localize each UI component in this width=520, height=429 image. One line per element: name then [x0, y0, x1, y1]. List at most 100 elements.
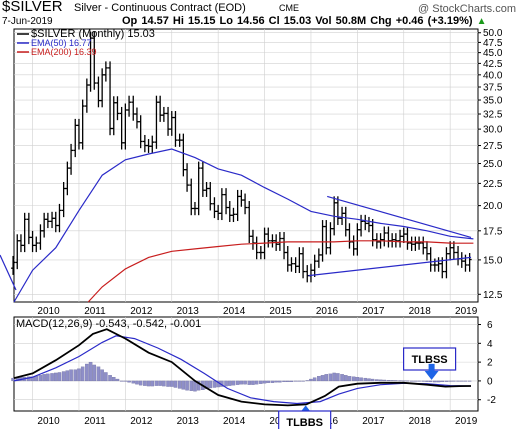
quote-values: Op 14.57 Hi 15.15 Lo 14.56 Cl 15.03 Vol …: [122, 15, 473, 27]
price-bar: [282, 232, 287, 260]
macd-histogram-bar: [266, 380, 271, 383]
price-bar: [96, 76, 101, 108]
macd-histogram-bar: [282, 380, 286, 383]
macd-histogram-bar: [112, 377, 116, 382]
macd-xtick-label: 2019: [455, 416, 478, 427]
price-bar: [366, 216, 371, 233]
macd-histogram-bar: [146, 380, 151, 387]
trendline-left: [0, 254, 17, 291]
price-ytick-label: 47.5: [483, 38, 503, 49]
price-bar: [61, 182, 66, 218]
macd-histogram-bar: [390, 380, 394, 382]
quote-date: 7-Jun-2019: [2, 16, 53, 27]
contract-description: Silver - Continuous Contract (EOD): [74, 2, 246, 14]
macd-panel: -202462010201120122013201420152016201720…: [11, 316, 496, 429]
macd-histogram-bar: [224, 380, 228, 387]
price-bar: [65, 161, 70, 196]
macd-histogram-bar: [170, 380, 174, 387]
macd-histogram-bar: [278, 380, 282, 383]
macd-ytick-label: 0: [487, 376, 493, 387]
price-bar: [355, 223, 360, 256]
price-ytick-label: 25.0: [483, 159, 503, 170]
macd-histogram-bar: [115, 378, 120, 382]
macd-histogram-bar: [301, 380, 305, 382]
legend-entry: EMA(200) 16.39: [31, 47, 97, 57]
macd-ytick-label: 4: [487, 339, 493, 350]
price-plot-frame: [13, 28, 479, 303]
macd-histogram-bar: [96, 366, 101, 382]
macd-histogram-bar: [421, 380, 425, 382]
annotation-tlbss: TLBSS: [403, 347, 457, 380]
price-bar: [359, 214, 364, 237]
macd-histogram-bar: [328, 373, 333, 382]
price-bar: [200, 161, 205, 197]
macd-histogram-bar: [166, 380, 170, 387]
price-bar: [161, 106, 166, 122]
price-ytick-label: 42.5: [483, 59, 503, 70]
macd-histogram-bar: [185, 380, 189, 391]
price-bar: [448, 241, 453, 261]
price-bar: [320, 220, 325, 262]
macd-histogram-bar: [46, 373, 50, 382]
price-bar: [444, 247, 449, 279]
price-bar: [363, 214, 368, 231]
ema50-line: [13, 148, 474, 303]
symbol-title: $SILVER: [2, 0, 63, 15]
price-ytick-label: 20.0: [483, 201, 503, 212]
price-panel: 12.5 15.0 17.5 20.0 22.5 25.0 27.5 30.0 32.5 35.0…: [0, 28, 503, 317]
price-bar: [239, 189, 244, 207]
macd-xtick-label: 2011: [84, 416, 106, 427]
macd-title: MACD(12,26,9) -0.543, -0.542, -0.001: [16, 318, 201, 330]
price-bar: [208, 182, 213, 211]
price-bar: [227, 201, 232, 223]
macd-histogram-bar: [347, 376, 352, 382]
macd-ytick-label: 2: [487, 358, 493, 369]
price-bar: [424, 241, 429, 261]
macd-histogram-bar: [433, 380, 437, 383]
macd-histogram-bar: [104, 372, 108, 382]
macd-histogram-bar: [344, 375, 348, 382]
price-bar: [15, 234, 20, 270]
price-bar: [235, 189, 240, 222]
macd-histogram-bar: [108, 375, 112, 382]
macd-histogram-bar: [332, 372, 336, 382]
price-bar: [192, 201, 197, 216]
price-bar: [335, 196, 340, 226]
macd-histogram-bar: [150, 380, 155, 387]
price-xtick-label: 2018: [409, 306, 432, 317]
macd-histogram-bar: [428, 380, 433, 383]
macd-histogram-bar: [402, 380, 406, 382]
price-bar: [30, 230, 35, 253]
price-bar: [134, 107, 139, 129]
price-bar: [247, 201, 252, 244]
price-bar: [76, 118, 81, 150]
macd-histogram-bar: [61, 371, 66, 382]
trendline: [327, 195, 472, 238]
price-bar: [277, 232, 282, 251]
price-bar: [382, 226, 387, 247]
price-bar: [417, 236, 422, 250]
up-arrow-icon: ▲: [476, 16, 487, 27]
macd-histogram-bar: [65, 370, 70, 382]
macd-histogram-bar: [340, 374, 344, 382]
annotation-label: TLBSS: [412, 354, 448, 366]
macd-xtick-label: 2010: [37, 416, 60, 427]
price-bar: [185, 163, 190, 192]
price-bar: [224, 188, 229, 215]
macd-histogram-bar: [259, 380, 263, 384]
price-ytick-label: 35.0: [483, 96, 503, 107]
macd-histogram-bar: [262, 380, 267, 384]
price-bar: [216, 204, 221, 221]
price-ytick-label: 40.0: [483, 70, 503, 81]
price-bar: [270, 234, 275, 248]
price-bar: [312, 254, 317, 277]
price-bar: [108, 61, 113, 136]
macd-histogram-bar: [355, 377, 360, 382]
macd-histogram-bar: [378, 379, 383, 382]
price-bar: [150, 135, 155, 153]
price-bar: [53, 211, 58, 233]
price-bar: [401, 227, 406, 244]
price-ytick-label: 45.0: [483, 48, 503, 59]
macd-histogram-bar: [367, 378, 371, 382]
price-bar: [26, 212, 31, 245]
